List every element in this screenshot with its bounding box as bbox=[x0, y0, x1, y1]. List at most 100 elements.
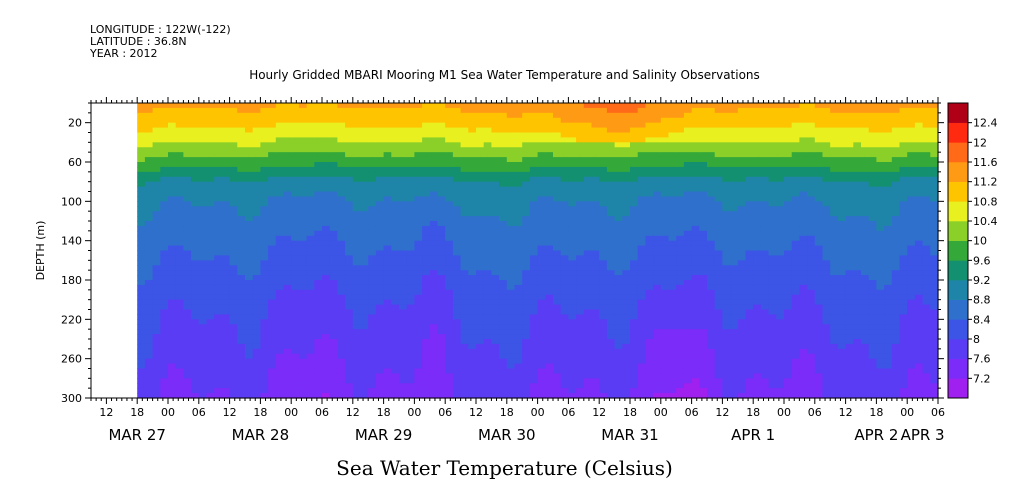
heatmap-cell bbox=[699, 265, 708, 271]
heatmap-cell bbox=[691, 348, 700, 355]
heatmap-cell bbox=[298, 270, 308, 276]
heatmap-cell bbox=[422, 353, 431, 360]
heatmap-cell bbox=[137, 284, 146, 291]
heatmap-cell bbox=[144, 152, 154, 158]
heatmap-cell bbox=[668, 201, 677, 207]
heatmap-cell bbox=[499, 171, 508, 178]
heatmap-cell bbox=[537, 117, 546, 124]
heatmap-cell bbox=[668, 186, 677, 193]
heatmap-cell bbox=[676, 319, 685, 325]
heatmap-cell bbox=[714, 122, 723, 129]
heatmap-cell bbox=[160, 211, 169, 217]
heatmap-cell bbox=[691, 378, 700, 384]
heatmap-cell bbox=[237, 275, 246, 281]
heatmap-cell bbox=[676, 265, 685, 271]
heatmap-cell bbox=[260, 289, 269, 296]
heatmap-cell bbox=[745, 373, 754, 379]
heatmap-cell bbox=[198, 103, 208, 109]
heatmap-cell bbox=[537, 368, 546, 375]
heatmap-cell bbox=[160, 103, 169, 109]
heatmap-cell bbox=[352, 284, 362, 291]
heatmap-cell bbox=[506, 358, 516, 365]
heatmap-cell bbox=[537, 309, 546, 316]
heatmap-cell bbox=[714, 284, 723, 291]
heatmap-cell bbox=[345, 324, 354, 330]
heatmap-cell bbox=[606, 270, 616, 276]
heatmap-cell bbox=[322, 235, 331, 242]
heatmap-cell bbox=[391, 157, 400, 163]
heatmap-cell bbox=[668, 304, 677, 311]
heatmap-cell bbox=[730, 314, 739, 320]
heatmap-cell bbox=[352, 122, 362, 129]
heatmap-cell bbox=[275, 363, 285, 370]
heatmap-cell bbox=[683, 260, 693, 266]
heatmap-cell bbox=[753, 393, 762, 399]
heatmap-cell bbox=[606, 353, 616, 360]
heatmap-cell bbox=[314, 373, 323, 379]
heatmap-cell bbox=[722, 112, 731, 119]
heatmap-cell bbox=[422, 132, 431, 139]
heatmap-cell bbox=[506, 176, 516, 183]
heatmap-cell bbox=[221, 265, 231, 271]
heatmap-cell bbox=[452, 147, 462, 153]
heatmap-cell bbox=[506, 339, 516, 345]
heatmap-cell bbox=[260, 191, 269, 198]
heatmap-cell bbox=[560, 240, 569, 247]
heatmap-cell bbox=[383, 186, 392, 193]
heatmap-cell bbox=[191, 201, 200, 207]
heatmap-cell bbox=[399, 181, 408, 188]
heatmap-cell bbox=[360, 329, 369, 335]
heatmap-cell bbox=[553, 270, 562, 276]
heatmap-cell bbox=[753, 196, 762, 202]
heatmap-cell bbox=[144, 294, 154, 301]
heatmap-cell bbox=[583, 275, 593, 281]
heatmap-cell bbox=[653, 294, 662, 301]
heatmap-cell bbox=[753, 117, 762, 124]
heatmap-cell bbox=[191, 186, 200, 193]
heatmap-cell bbox=[268, 373, 277, 379]
heatmap-cell bbox=[414, 250, 423, 257]
heatmap-cell bbox=[583, 358, 593, 365]
heatmap-cell bbox=[252, 378, 261, 384]
heatmap-cell bbox=[445, 383, 454, 389]
heatmap-cell bbox=[506, 348, 516, 355]
heatmap-cell bbox=[529, 383, 539, 389]
heatmap-cell bbox=[183, 152, 192, 158]
heatmap-cell bbox=[730, 103, 739, 109]
heatmap-cell bbox=[429, 378, 439, 384]
heatmap-cell bbox=[252, 147, 261, 153]
heatmap-cell bbox=[707, 240, 716, 247]
heatmap-cell bbox=[537, 196, 546, 202]
heatmap-cell bbox=[337, 275, 346, 281]
heatmap-cell bbox=[191, 284, 200, 291]
heatmap-cell bbox=[645, 162, 654, 168]
heatmap-cell bbox=[553, 299, 562, 306]
heatmap-cell bbox=[437, 324, 446, 330]
heatmap-cell bbox=[368, 132, 377, 139]
heatmap-cell bbox=[183, 314, 192, 320]
heatmap-cell bbox=[245, 107, 254, 114]
heatmap-cell bbox=[630, 127, 639, 134]
heatmap-cell bbox=[491, 339, 500, 345]
heatmap-cell bbox=[329, 166, 338, 173]
heatmap-cell bbox=[414, 176, 423, 183]
heatmap-cell bbox=[429, 225, 439, 232]
heatmap-cell bbox=[406, 196, 415, 202]
heatmap-cell bbox=[252, 373, 261, 379]
heatmap-cell bbox=[422, 334, 431, 340]
heatmap-cell bbox=[691, 196, 700, 202]
heatmap-cell bbox=[545, 334, 554, 340]
heatmap-cell bbox=[737, 225, 747, 232]
heatmap-cell bbox=[245, 245, 254, 252]
heatmap-cell bbox=[753, 334, 762, 340]
heatmap-cell bbox=[506, 270, 516, 276]
heatmap-cell bbox=[306, 216, 315, 222]
heatmap-cell bbox=[445, 186, 454, 193]
heatmap-cell bbox=[329, 201, 338, 207]
heatmap-cell bbox=[337, 245, 346, 252]
heatmap-cell bbox=[391, 176, 400, 183]
heatmap-cell bbox=[529, 132, 539, 139]
heatmap-cell bbox=[237, 137, 246, 143]
heatmap-cell bbox=[437, 294, 446, 301]
heatmap-cell bbox=[152, 343, 161, 350]
